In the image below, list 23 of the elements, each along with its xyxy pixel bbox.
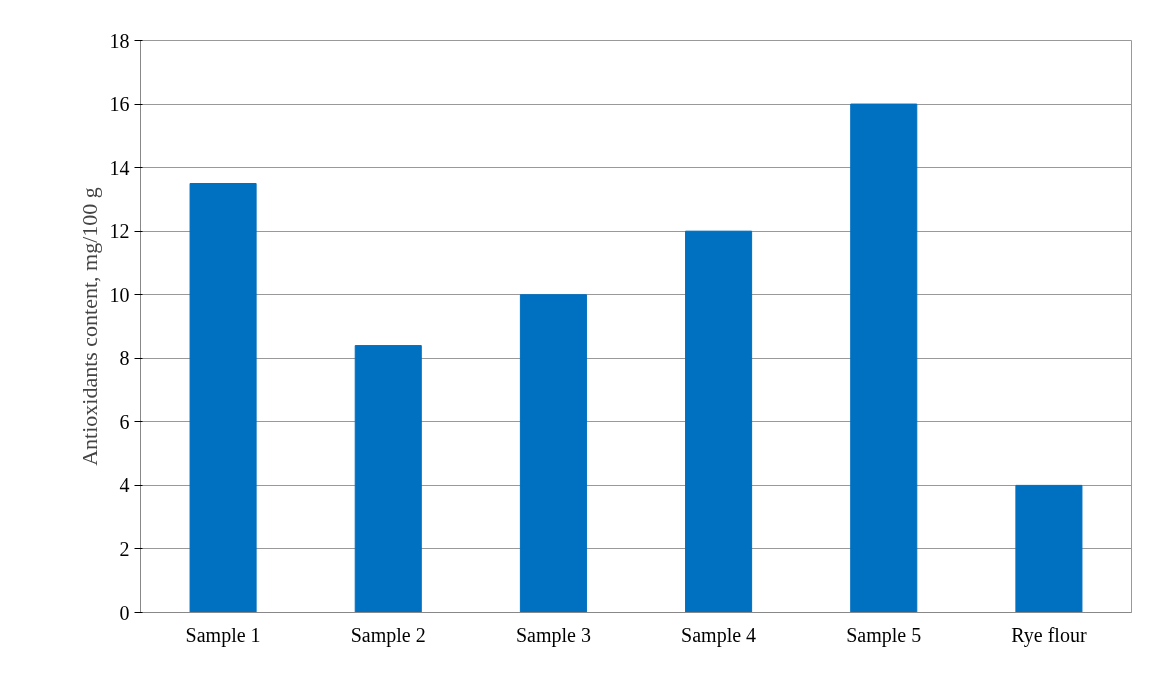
x-tick-label: Sample 1 (185, 623, 261, 647)
y-tick-label: 4 (119, 474, 130, 497)
bar (850, 103, 918, 613)
bar (354, 345, 422, 613)
bar (189, 183, 257, 613)
x-tick-label: Sample 2 (350, 623, 426, 647)
bar (519, 294, 587, 613)
x-tick-label: Sample 5 (846, 623, 922, 647)
y-tick-label: 14 (109, 156, 130, 179)
x-tick-label: Sample 4 (681, 623, 757, 647)
bar (685, 230, 753, 613)
y-tick-label: 12 (109, 220, 130, 243)
y-tick-label: 6 (119, 410, 130, 433)
y-tick-label: 8 (119, 347, 130, 370)
y-tick-label: 10 (109, 283, 130, 306)
y-tick-label: 16 (109, 93, 130, 116)
x-tick-label: Sample 3 (515, 623, 591, 647)
x-tick-label: Rye flour (1011, 623, 1087, 647)
y-tick-label: 0 (119, 601, 130, 624)
y-tick-label: 18 (109, 29, 130, 52)
bar (1015, 484, 1083, 613)
y-axis-title: Antioxidants content, mg/100 g (76, 187, 102, 466)
y-tick-label: 2 (119, 537, 130, 560)
